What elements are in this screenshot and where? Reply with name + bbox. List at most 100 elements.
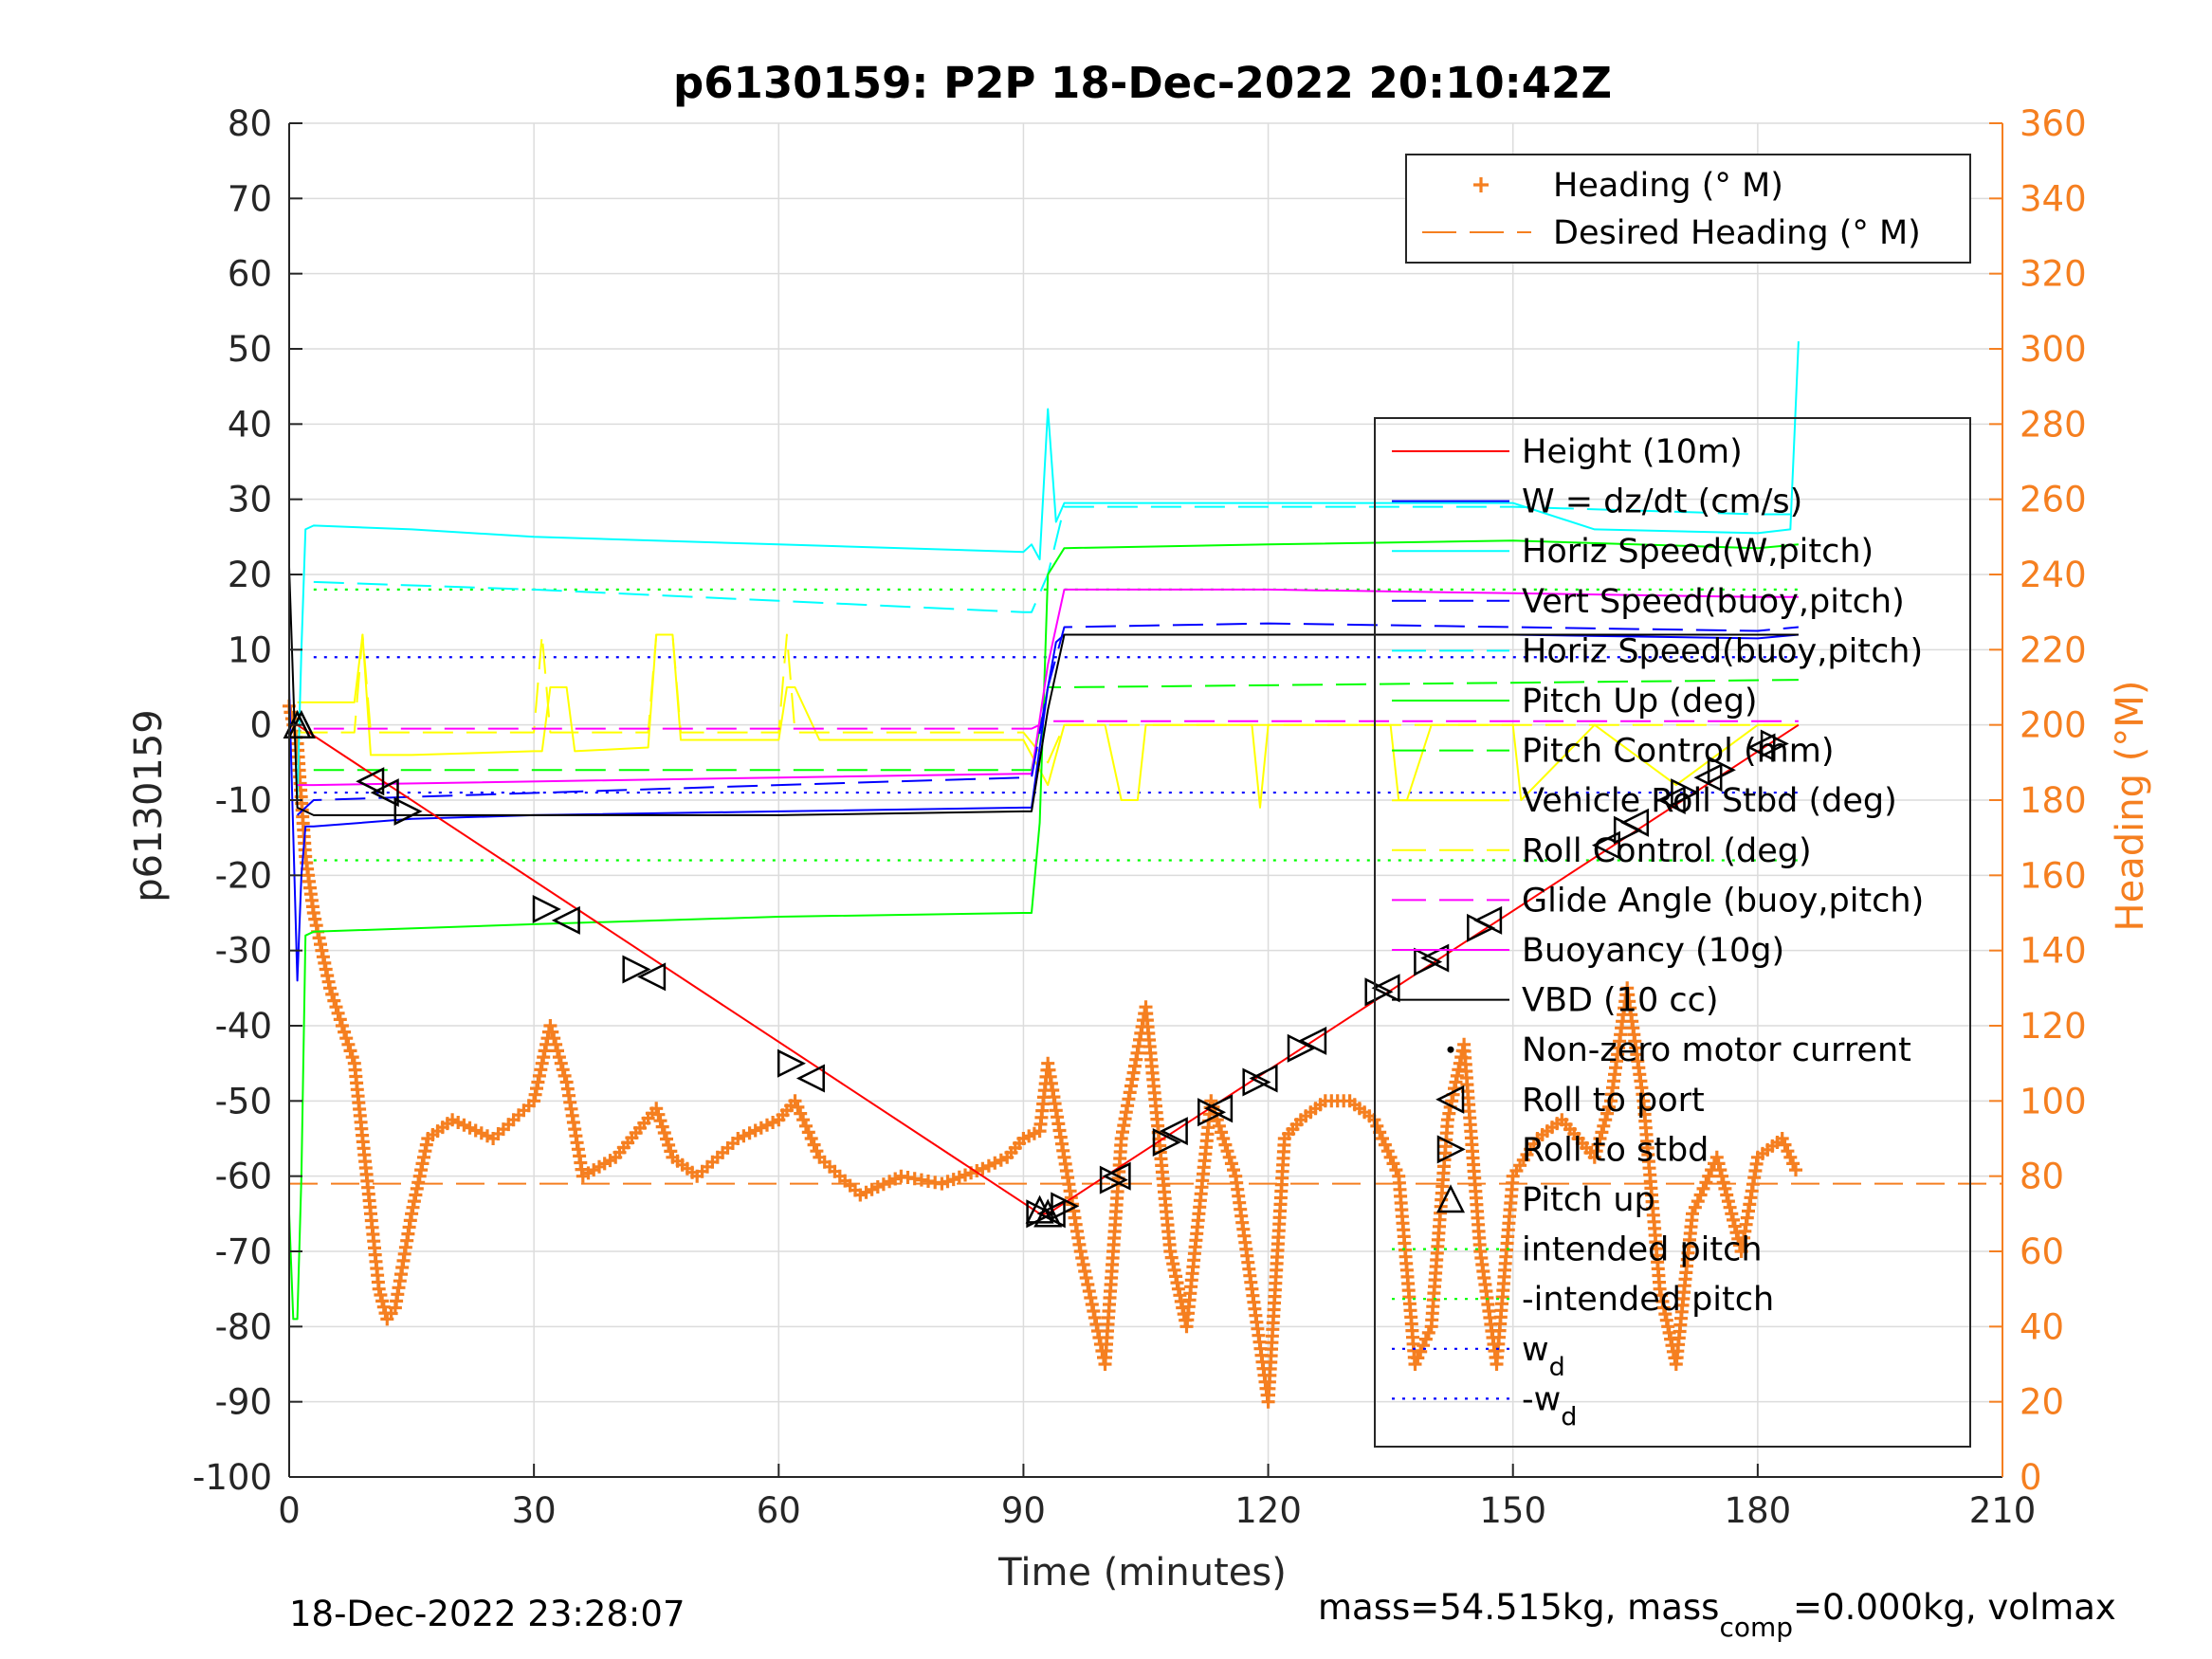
- legend-swatch: [1435, 1184, 1466, 1213]
- y-tick-label: -30: [215, 931, 272, 972]
- roll-to-port-marker: [370, 778, 399, 808]
- footer-mass: mass=54.515kg, masscomp=0.000kg, volmax: [1318, 1587, 2116, 1643]
- pitch-up-marker: [1025, 1194, 1054, 1224]
- reference-lines: [313, 588, 1799, 862]
- roll-to-port-marker: [1591, 830, 1620, 860]
- legend-heading-box: [1405, 154, 1971, 264]
- x-tick-label: 60: [757, 1490, 801, 1531]
- legend-label: Height (10m): [1522, 433, 1743, 471]
- y2-tick-label: 240: [2020, 555, 2087, 595]
- chart-title: p6130159: P2P 18-Dec-2022 20:10:42Z: [673, 58, 1612, 108]
- legend-label: Pitch Up (deg): [1522, 683, 1758, 720]
- y2-tick-label: 280: [2020, 404, 2087, 445]
- y-tick-label: 10: [228, 629, 272, 670]
- legend-swatch: [1447, 1046, 1454, 1053]
- legend-label: Roll to port: [1522, 1082, 1705, 1120]
- y2-tick-label: 360: [2020, 103, 2087, 144]
- series-vbd-10-cc: [288, 567, 1799, 816]
- roll-to-stbd-marker: [622, 955, 651, 984]
- y-tick-label: -40: [215, 1006, 272, 1047]
- x-axis-label: Time (minutes): [997, 1551, 1287, 1595]
- y-tick-label: -100: [192, 1457, 272, 1498]
- roll-to-stbd-marker: [393, 796, 423, 826]
- y2-tick-label: 320: [2020, 254, 2087, 295]
- legend-swatch: [1435, 1085, 1465, 1114]
- y-tick-label: -60: [215, 1157, 272, 1197]
- legend-label: VBD (10 cc): [1522, 982, 1719, 1020]
- y-tick-label: 70: [228, 178, 272, 219]
- legend-label: wd: [1522, 1331, 1565, 1382]
- roll-to-stbd-marker: [1671, 778, 1700, 808]
- legend-label: W = dz/dt (cm/s): [1522, 483, 1802, 521]
- y2-tick-label: 180: [2020, 780, 2087, 821]
- y-tick-label: -50: [215, 1081, 272, 1121]
- roll-to-stbd-marker: [1099, 1165, 1128, 1194]
- y2-tick-label: 340: [2020, 178, 2087, 219]
- grid: [288, 122, 2003, 1478]
- roll-to-port-marker: [356, 767, 385, 796]
- roll-to-stbd-marker: [532, 894, 561, 924]
- legend-label: Roll Control (deg): [1522, 832, 1812, 870]
- legend-label: Pitch Control (mm): [1522, 733, 1834, 771]
- legend-label: -wd: [1522, 1380, 1577, 1431]
- y2-tick-label: 20: [2020, 1382, 2064, 1423]
- x-tick-label: 0: [278, 1490, 301, 1531]
- footer-mass-b: =0.000kg, volmax: [1793, 1587, 2116, 1628]
- roll-to-stbd-marker: [1152, 1127, 1181, 1158]
- roll-to-stbd-marker: [1287, 1033, 1316, 1063]
- legend-label: Non-zero motor current: [1522, 1031, 1911, 1069]
- y-tick-label: 80: [228, 103, 272, 144]
- y-tick-label: 60: [228, 254, 272, 295]
- y-tick-label: 0: [249, 705, 272, 746]
- y-tick-label: -20: [215, 855, 272, 896]
- y-tick-label: -70: [215, 1231, 272, 1272]
- footer-mass-a: mass=54.515kg, mass: [1318, 1587, 1719, 1628]
- x-tick-label: 180: [1725, 1490, 1792, 1531]
- roll-to-port-marker: [795, 1064, 825, 1093]
- roll-to-stbd-marker: [1197, 1098, 1227, 1127]
- series-horiz-speed-w-pitch: [296, 341, 1800, 801]
- roll-to-stbd-marker: [1707, 756, 1736, 785]
- x-tick-labels: 0 30 60 90 120 150 180 210: [278, 1490, 2036, 1531]
- series-roll-control-deg: [297, 633, 1799, 764]
- y2-tick-label: 0: [2020, 1457, 2042, 1498]
- y-tick-labels: 80 70 60 50 40 30 20 10 0 -10 -20 -30 -40 -50 -60 -70 -8…: [192, 103, 272, 1498]
- y2-tick-label: 260: [2020, 480, 2087, 520]
- legend-label: Buoyancy (10g): [1522, 932, 1784, 970]
- pitch-up-marker: [1033, 1198, 1063, 1228]
- x-tick-label: 120: [1234, 1490, 1302, 1531]
- y2-tick-label: 140: [2020, 931, 2087, 972]
- footer-mass-sub: comp: [1719, 1612, 1793, 1643]
- y2-tick-label: 100: [2020, 1081, 2087, 1121]
- x-tick-label: 150: [1479, 1490, 1546, 1531]
- legend-heading-label: Desired Heading (° M): [1553, 214, 1921, 252]
- y-tick-label: 40: [228, 404, 272, 445]
- legend-main-box: [1374, 417, 1971, 1448]
- y2-tick-label: 300: [2020, 329, 2087, 370]
- x-tick-label: 90: [1001, 1490, 1046, 1531]
- roll-to-port-marker: [637, 962, 667, 992]
- legend-heading: Heading (° M) Desired Heading (° M): [1405, 154, 1971, 264]
- axes-frame: [288, 122, 2003, 1478]
- y2-tick-labels: 3603403203002802602402202001801601401201…: [2020, 103, 2087, 1498]
- legend-main: Height (10m) W = dz/dt (cm/s) Horiz Speed(…: [1374, 417, 1971, 1448]
- roll-to-port-marker: [551, 905, 580, 935]
- legend-label: -intended pitch: [1522, 1281, 1774, 1319]
- footer-timestamp: 18-Dec-2022 23:28:07: [289, 1594, 685, 1634]
- y2-tick-label: 220: [2020, 629, 2087, 670]
- legend-label: intended pitch: [1522, 1231, 1763, 1269]
- y2-tick-label: 40: [2020, 1306, 2064, 1347]
- series-pitch-up-deg: [288, 539, 1799, 1321]
- legend-label: Vehicle Roll Stbd (deg): [1522, 782, 1897, 820]
- y-tick-label: -80: [215, 1306, 272, 1347]
- legend-heading-swatch: [1473, 177, 1489, 192]
- roll-to-stbd-marker: [1467, 913, 1496, 942]
- y-tick-label: -10: [215, 780, 272, 821]
- y-axis-label: p6130159: [127, 709, 171, 902]
- roll-to-stbd-marker: [1242, 1067, 1271, 1097]
- legend-label: Glide Angle (buoy,pitch): [1522, 882, 1924, 920]
- y-tick-label: 50: [228, 329, 272, 370]
- roll-to-stbd-marker: [1613, 815, 1642, 845]
- y2-tick-label: 120: [2020, 1006, 2087, 1047]
